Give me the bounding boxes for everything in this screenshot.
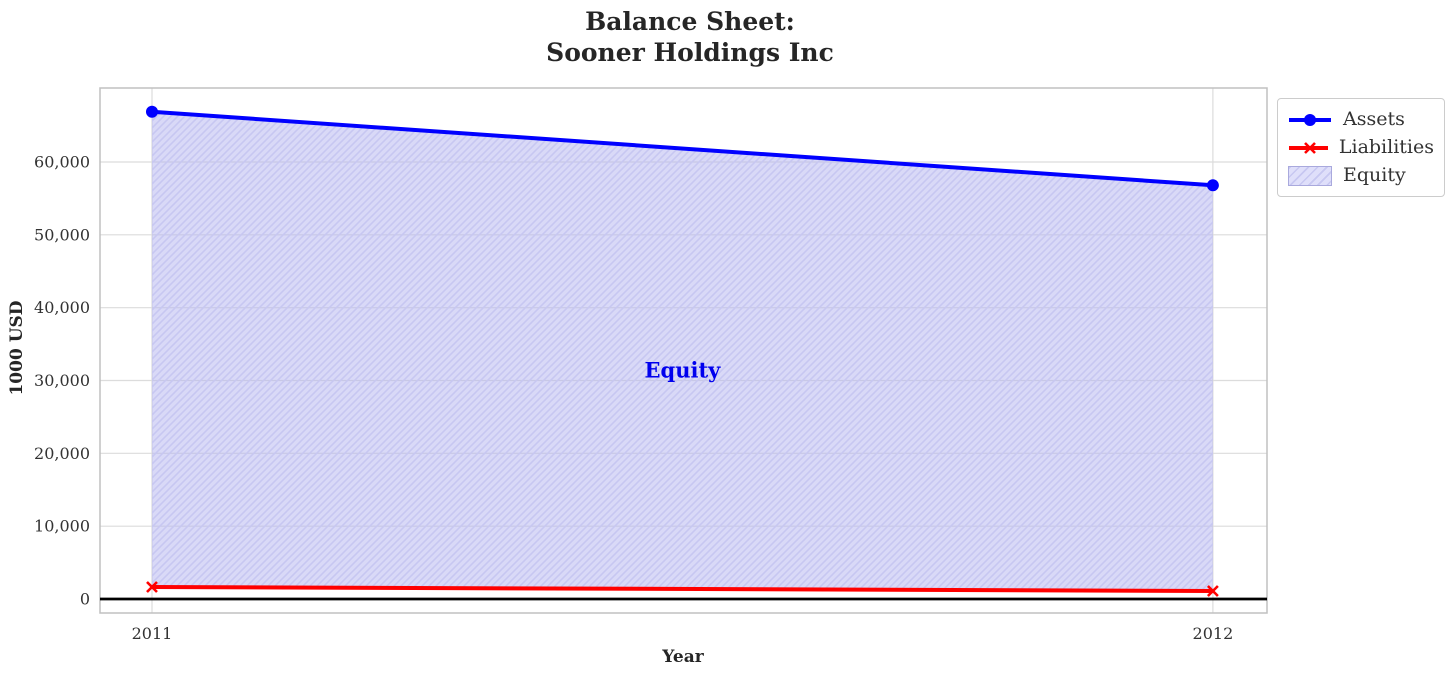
legend-item-equity: Equity	[1288, 162, 1434, 189]
liabilities-line	[151, 584, 1213, 593]
legend-item-assets: Assets	[1288, 106, 1434, 133]
assets-line-icon	[1289, 113, 1331, 126]
equity-area-hatch	[151, 111, 1213, 591]
legend-label-equity: Equity	[1343, 164, 1406, 186]
y-tick-label: 30,000	[34, 371, 90, 390]
chart-title: Balance Sheet: Sooner Holdings Inc	[546, 7, 834, 67]
x-axis-label: Year	[662, 647, 704, 667]
legend: Assets Liabilities Equity	[1277, 98, 1445, 197]
y-tick-label: 10,000	[34, 517, 90, 536]
y-tick-label: 40,000	[34, 298, 90, 317]
y-axis-label: 1000 USD	[7, 300, 27, 396]
equity-hatch-icon	[1288, 165, 1332, 186]
y-tick-label: 0	[80, 590, 90, 609]
legend-label-assets: Assets	[1343, 108, 1405, 130]
liabilities-line-icon	[1289, 141, 1328, 154]
assets-line	[151, 109, 1214, 188]
assets-marker	[1206, 179, 1219, 192]
y-tick-label: 60,000	[34, 152, 90, 171]
y-tick-label: 20,000	[34, 444, 90, 463]
y-tick-label: 50,000	[34, 225, 90, 244]
plot-frame	[99, 87, 1268, 614]
x-tick-label: 2012	[1193, 624, 1234, 643]
liabilities-marker	[1206, 585, 1219, 597]
equity-area-annotation: Equity	[644, 357, 721, 383]
liabilities-marker	[146, 581, 158, 593]
x-tick-label: 2011	[132, 624, 173, 643]
legend-label-liabilities: Liabilities	[1338, 136, 1434, 158]
assets-marker	[145, 105, 158, 118]
legend-item-liabilities: Liabilities	[1288, 134, 1434, 161]
